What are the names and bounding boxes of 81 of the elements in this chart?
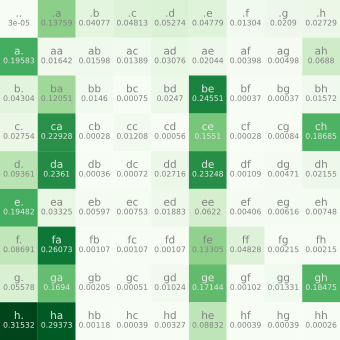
annotation: fb (90, 235, 100, 244)
annotation: c. (14, 124, 22, 130)
annotation: fh (316, 235, 326, 244)
annotation: ag (277, 48, 289, 57)
annotation: bg (278, 84, 289, 94)
annotation: dg (277, 160, 289, 170)
annotation: d. (14, 160, 23, 168)
annotation: dc (126, 160, 138, 168)
annotation: bb (88, 84, 100, 92)
annotation: cc (127, 124, 138, 130)
annotation: be (202, 84, 214, 92)
annotation: cb (88, 122, 100, 130)
annotation: fe (202, 235, 212, 244)
annotation: bf (241, 84, 251, 92)
annotation: ec (126, 200, 138, 206)
annotation: .a (52, 10, 61, 17)
annotation: da (50, 160, 62, 168)
annotation: .. (16, 15, 22, 17)
annotation: ef (241, 198, 251, 206)
annotation: ac (126, 48, 138, 55)
annotation: ch (316, 122, 326, 130)
annotation: a. (14, 48, 23, 55)
annotation: fc (128, 235, 136, 244)
annotation: .b (90, 8, 99, 17)
annotation: hf (241, 311, 251, 319)
annotation: bh (315, 84, 327, 92)
annotation: cf (241, 122, 250, 130)
annotation: ae (202, 48, 214, 55)
annotation: fg (278, 235, 288, 246)
annotation: gc (126, 275, 138, 284)
annotation: g. (14, 275, 23, 284)
annotation: fd (165, 235, 174, 244)
annotation: .e (204, 10, 212, 17)
annotation: .c (128, 10, 136, 17)
annotation: ce (202, 124, 214, 130)
annotation: hd (164, 311, 176, 320)
annotation: fa (52, 235, 61, 244)
annotation: bd (164, 84, 176, 92)
annotation: eh (315, 198, 327, 206)
annotation: gg (277, 275, 289, 284)
annotation: ah (315, 46, 327, 55)
annotation: hb (88, 311, 100, 320)
annotation: b. (14, 84, 23, 92)
annotation: f. (16, 235, 21, 244)
annotation: ba (51, 84, 62, 92)
annotation: ab (88, 46, 100, 55)
annotation: .h (317, 8, 326, 17)
annotation: dd (164, 160, 176, 168)
annotation: e. (14, 200, 23, 206)
annotation: ha (51, 311, 62, 320)
annotation: .g (279, 10, 288, 19)
annotation: eg (277, 200, 289, 208)
annotation: ff (242, 235, 250, 244)
annotation: eb (88, 198, 100, 206)
annotation: ca (51, 124, 62, 130)
annotation: h. (14, 311, 23, 319)
annotation: ee (202, 200, 214, 206)
annotation: hc (127, 311, 138, 320)
annotation: hh (315, 311, 327, 319)
annotation: gb (88, 273, 100, 284)
annotation: .f (243, 8, 250, 17)
annotation: cg (278, 124, 289, 132)
annotation: ad (164, 46, 176, 55)
annotation: gf (240, 273, 251, 284)
annotation: dh (315, 160, 327, 168)
annotation: de (202, 160, 214, 168)
annotation: hg (278, 311, 289, 322)
annotation: he (202, 311, 214, 320)
annotation: bc (127, 84, 138, 92)
annotation: af (241, 46, 251, 55)
annotation: ga (50, 275, 62, 284)
annotation: ea (50, 200, 62, 206)
annotation: aa (50, 48, 62, 55)
annotation: ed (164, 198, 176, 206)
annotation: gd (164, 273, 176, 284)
annotation: .d (166, 8, 174, 17)
annotation: gh (315, 273, 327, 284)
annotation: db (88, 160, 100, 168)
annotation: cd (164, 122, 176, 130)
annotation: df (240, 160, 251, 168)
annotation: ge (202, 275, 214, 284)
